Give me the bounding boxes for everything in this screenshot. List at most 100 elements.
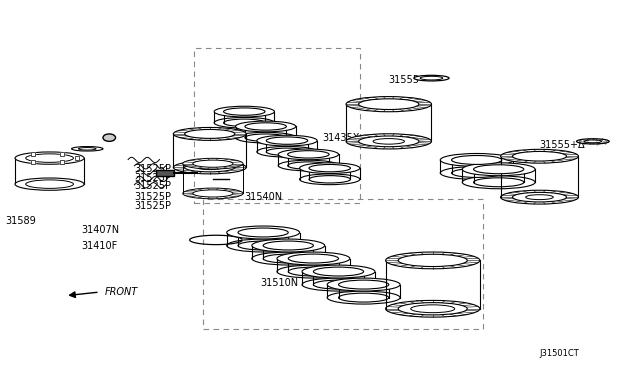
Ellipse shape [277, 252, 350, 265]
Ellipse shape [15, 152, 84, 164]
Ellipse shape [236, 121, 296, 132]
Ellipse shape [223, 108, 265, 115]
Ellipse shape [26, 154, 74, 162]
Ellipse shape [202, 162, 224, 166]
Ellipse shape [79, 148, 96, 150]
Text: 31525P: 31525P [134, 173, 172, 183]
Ellipse shape [245, 134, 286, 141]
Ellipse shape [440, 167, 513, 179]
Bar [156, 170, 174, 176]
Text: FRONT: FRONT [105, 287, 138, 297]
Text: 31500: 31500 [414, 300, 445, 310]
Ellipse shape [266, 148, 308, 155]
Ellipse shape [287, 151, 329, 158]
Ellipse shape [252, 252, 324, 265]
Ellipse shape [577, 139, 609, 144]
Circle shape [103, 134, 116, 141]
Ellipse shape [420, 76, 443, 80]
Ellipse shape [346, 134, 431, 149]
Ellipse shape [327, 291, 400, 304]
Ellipse shape [193, 160, 233, 167]
Ellipse shape [300, 174, 360, 185]
Ellipse shape [173, 128, 246, 140]
Ellipse shape [358, 99, 419, 109]
Text: 31540N: 31540N [244, 192, 282, 202]
Ellipse shape [373, 139, 404, 144]
Ellipse shape [358, 136, 419, 147]
Ellipse shape [525, 154, 554, 159]
Ellipse shape [245, 123, 286, 130]
Text: 31525P: 31525P [134, 164, 172, 174]
Ellipse shape [440, 154, 513, 166]
Ellipse shape [278, 149, 339, 160]
Ellipse shape [277, 265, 350, 278]
Ellipse shape [339, 293, 388, 302]
Text: 31555+Δ: 31555+Δ [540, 140, 585, 150]
Ellipse shape [474, 178, 524, 187]
Ellipse shape [183, 188, 243, 199]
Text: 31525P: 31525P [134, 192, 172, 202]
Ellipse shape [300, 163, 360, 173]
Ellipse shape [474, 165, 524, 174]
Ellipse shape [26, 180, 74, 188]
Ellipse shape [314, 280, 364, 289]
Ellipse shape [278, 160, 339, 171]
Ellipse shape [15, 178, 84, 190]
Text: J31501CT: J31501CT [540, 349, 579, 358]
Ellipse shape [263, 241, 314, 250]
Ellipse shape [302, 278, 375, 291]
Ellipse shape [214, 118, 275, 128]
Ellipse shape [223, 119, 265, 126]
Ellipse shape [373, 101, 404, 107]
Text: 31525P: 31525P [134, 182, 172, 191]
Ellipse shape [411, 257, 454, 264]
Text: 31589: 31589 [5, 217, 36, 226]
Ellipse shape [462, 163, 535, 176]
Ellipse shape [257, 135, 317, 146]
Ellipse shape [193, 190, 233, 197]
Ellipse shape [214, 106, 275, 117]
Ellipse shape [227, 226, 300, 239]
Text: 31410F: 31410F [81, 241, 117, 250]
Ellipse shape [525, 195, 554, 200]
Ellipse shape [314, 267, 364, 276]
Ellipse shape [252, 239, 324, 252]
Ellipse shape [398, 303, 467, 315]
Ellipse shape [452, 155, 502, 164]
Text: 31555: 31555 [388, 75, 420, 85]
Text: 31407N: 31407N [81, 225, 119, 235]
Ellipse shape [197, 165, 222, 170]
Ellipse shape [183, 158, 243, 169]
Ellipse shape [398, 254, 467, 266]
Ellipse shape [197, 132, 222, 136]
Ellipse shape [327, 278, 400, 291]
Ellipse shape [227, 239, 300, 252]
Ellipse shape [288, 267, 339, 276]
Ellipse shape [238, 241, 288, 250]
Ellipse shape [309, 164, 351, 172]
Ellipse shape [339, 280, 388, 289]
Text: 31435X: 31435X [323, 133, 360, 142]
Ellipse shape [263, 254, 314, 263]
Ellipse shape [411, 305, 454, 312]
Text: 31525P: 31525P [134, 201, 172, 211]
Ellipse shape [288, 254, 339, 263]
Ellipse shape [500, 149, 579, 163]
Ellipse shape [309, 176, 351, 183]
Ellipse shape [173, 161, 246, 174]
Ellipse shape [414, 75, 449, 81]
Ellipse shape [287, 162, 329, 169]
Ellipse shape [462, 176, 535, 189]
Text: 31510N: 31510N [260, 278, 298, 288]
Ellipse shape [184, 163, 235, 172]
Ellipse shape [584, 140, 602, 143]
Ellipse shape [236, 132, 296, 143]
Ellipse shape [302, 265, 375, 278]
Ellipse shape [386, 252, 480, 269]
Ellipse shape [513, 192, 566, 202]
Ellipse shape [257, 147, 317, 157]
Ellipse shape [72, 147, 103, 151]
Ellipse shape [500, 190, 579, 204]
Ellipse shape [346, 97, 431, 112]
Ellipse shape [266, 137, 308, 144]
